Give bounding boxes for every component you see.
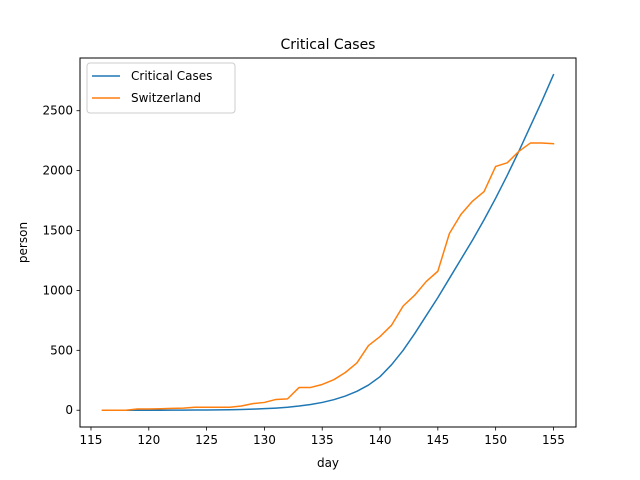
y-tick-label: 500 [50,343,73,357]
series-line-switzerland [101,142,555,411]
x-tick-label: 145 [426,433,449,447]
x-tick-label: 120 [137,433,160,447]
legend-label: Switzerland [131,91,201,105]
legend-label: Critical Cases [131,69,212,83]
plot-frame [79,57,577,428]
x-tick-label: 140 [369,433,392,447]
legend: Critical Cases Switzerland [86,62,236,114]
legend-box [86,62,236,114]
series-line-critical-cases [101,73,555,411]
y-tick-label: 2500 [42,104,73,118]
x-tick-label: 155 [542,433,565,447]
series-layer [101,73,555,411]
chart-title: Critical Cases [281,37,376,53]
y-tick-label: 1000 [42,283,73,297]
x-tick-label: 115 [80,433,103,447]
axes-layer: 115 120 125 130 135 140 145 150 155 0 500 1000 1500 2… [42,104,564,447]
x-tick-label: 135 [311,433,334,447]
x-axis-label: day [317,456,339,470]
y-axis-label: person [16,222,30,263]
y-tick-label: 0 [65,403,73,417]
y-tick-label: 1500 [42,224,73,238]
x-tick-label: 125 [195,433,218,447]
x-tick-label: 130 [253,433,276,447]
y-tick-label: 2000 [42,164,73,178]
x-tick-label: 150 [484,433,507,447]
